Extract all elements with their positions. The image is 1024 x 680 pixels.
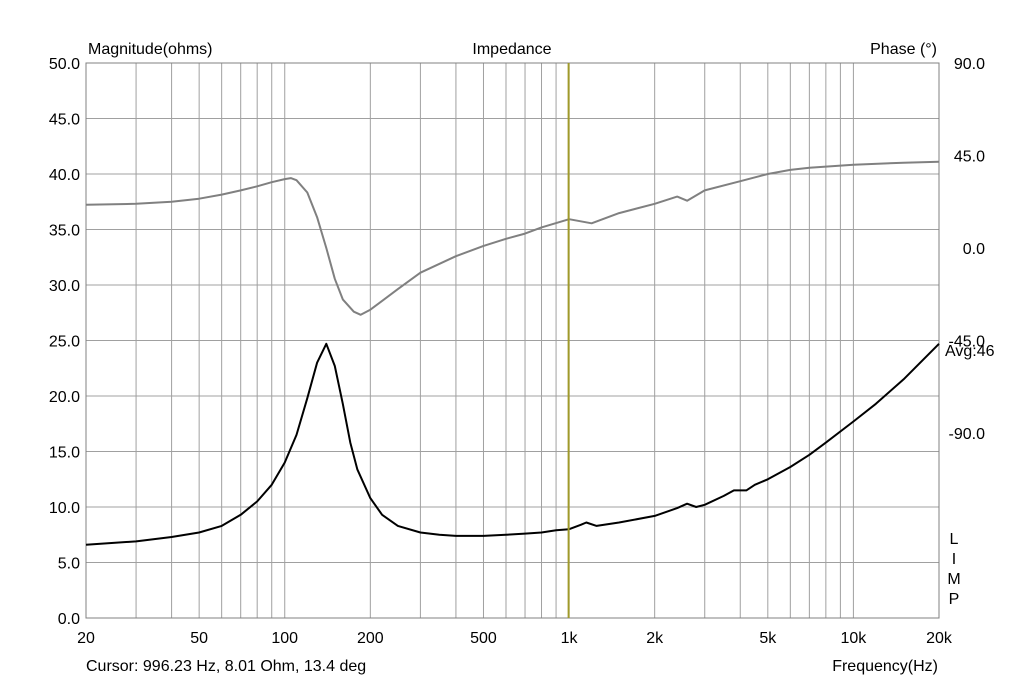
left-tick-label: 30.0 [49,278,80,295]
plot-frame [85,62,940,619]
right-tick-label: 90.0 [954,56,985,73]
x-tick-label: 1k [561,630,579,647]
left-tick-label: 20.0 [49,389,80,406]
left-tick-label: 40.0 [49,167,80,184]
left-tick-labels: 0.0 5.0 10.0 15.0 20.0 25.0 30.0 35.0 40.0 45.0 50… [49,56,80,628]
left-tick-label: 25.0 [49,334,80,351]
limp-letter: P [949,591,960,608]
right-tick-label: 45.0 [954,149,985,166]
limp-letter: I [952,551,956,568]
x-tick-label: 20k [926,630,953,647]
right-tick-labels: 90.0 45.0 0.0 -45.0 -90.0 [949,56,986,443]
chart-title: Impedance [472,41,551,58]
x-axis-label: Frequency(Hz) [832,658,938,675]
horizontal-grid [86,118,939,563]
x-tick-label: 10k [841,630,868,647]
avg-label: Avg:46 [945,343,995,360]
left-tick-label: 45.0 [49,112,80,129]
left-tick-label: 50.0 [49,56,80,73]
series-layer [85,160,940,546]
left-tick-label: 15.0 [49,445,80,462]
right-tick-label: -90.0 [949,426,986,443]
x-tick-label: 20 [77,630,95,647]
left-tick-label: 35.0 [49,223,80,240]
x-tick-labels: 20 50 100 200 500 1k 2k 5k 10k 20k [77,630,953,647]
left-tick-label: 5.0 [58,556,80,573]
magnitude-curve [85,342,940,546]
x-tick-label: 50 [190,630,208,647]
limp-letter: M [947,571,960,588]
x-tick-label: 500 [470,630,497,647]
x-tick-label: 2k [646,630,664,647]
right-axis-label: Phase (°) [870,41,937,58]
left-tick-label: 10.0 [49,500,80,517]
x-tick-label: 200 [357,630,384,647]
cursor-readout: Cursor: 996.23 Hz, 8.01 Ohm, 13.4 deg [86,658,366,675]
left-tick-label: 0.0 [58,611,80,628]
right-tick-label: 0.0 [963,241,985,258]
limp-letter: L [950,531,959,548]
phase-curve [85,160,940,316]
left-axis-label: Magnitude(ohms) [88,41,213,58]
right-tick-label: -45.0 [949,334,986,351]
x-tick-label: 100 [271,630,298,647]
x-tick-label: 5k [759,630,777,647]
